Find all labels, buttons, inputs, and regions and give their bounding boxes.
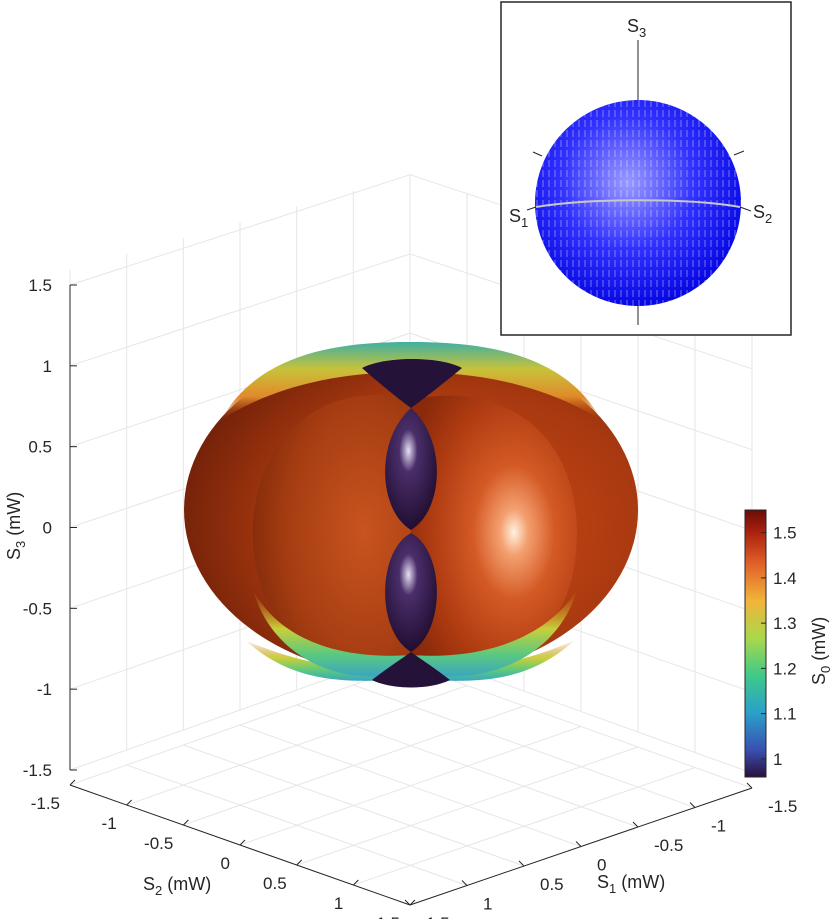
- inset-panel: S3 S1 S2: [500, 1, 792, 336]
- z-tick-label: 1: [43, 357, 52, 376]
- s2-tick-mark: [352, 879, 359, 886]
- inner-bottom-band: [253, 590, 577, 677]
- s2-tick-mark: [239, 839, 246, 846]
- inset-s1-tick: [532, 151, 543, 157]
- bottom-neck: [372, 652, 450, 688]
- s1-tick-label: -1.5: [768, 797, 797, 816]
- inset-label-s2: S2: [753, 202, 772, 226]
- colorbar-tick-label: 1: [773, 750, 782, 769]
- inset-s1-axis: [526, 206, 537, 211]
- inset-label-s3: S3: [627, 16, 646, 40]
- s1-tick-mark: [575, 841, 582, 847]
- s1-tick-mark: [746, 782, 753, 789]
- s1-tick-label: 0.5: [540, 875, 564, 894]
- colorbar-tick-label: 1.3: [773, 614, 797, 633]
- inset-equator: [535, 199, 741, 208]
- colorbar-gradient: [744, 509, 767, 778]
- s2-tick-mark: [182, 819, 189, 826]
- outer-top-band: [221, 342, 601, 420]
- z-tick-label: 0.5: [28, 438, 52, 457]
- z-tick-label: -0.5: [23, 599, 52, 618]
- s1-tick-label: 0: [597, 856, 606, 875]
- s2-tick-mark: [69, 779, 76, 786]
- colorbar-ticks: 1 1.1 1.2 1.3 1.4 1.5: [761, 524, 797, 769]
- top-neck: [362, 359, 462, 408]
- z-tick-label: -1.5: [23, 761, 52, 780]
- z-tick-label: -1: [37, 680, 52, 699]
- colorbar-tick-label: 1.1: [773, 705, 797, 724]
- surface-plot: [184, 342, 638, 688]
- colorbar-tick-label: 1.2: [773, 659, 797, 678]
- inset-s2-axis: [739, 206, 752, 212]
- s1-tick-mark: [518, 860, 525, 867]
- colorbar-label: S0 (mW): [809, 617, 833, 685]
- s1-tick-mark: [461, 880, 468, 886]
- inset-label-s1: S1: [509, 206, 528, 230]
- inner-right-face: [411, 395, 578, 669]
- s1-tick-mark: [689, 802, 696, 808]
- s1-axis-ticks: 1.5 1 0.5 0 -0.5 -1 -1.5: [404, 782, 797, 919]
- colorbar: 1 1.1 1.2 1.3 1.4 1.5 S0 (mW): [744, 509, 833, 778]
- upper-lobe: [385, 408, 437, 530]
- inner-left-face: [252, 395, 411, 668]
- s2-tick-mark: [126, 799, 133, 806]
- s1-tick-label: -1: [711, 817, 726, 836]
- colorbar-tick-label: 1.5: [773, 524, 797, 543]
- inset-s2-tick: [733, 150, 745, 156]
- s2-tick-mark: [296, 859, 303, 866]
- s2-axis-label: S2 (mW): [143, 874, 211, 898]
- s2-tick-label: 1: [334, 894, 343, 913]
- s1-tick-label: 1: [483, 895, 492, 914]
- s2-tick-label: -1.5: [31, 794, 60, 813]
- s1-tick-mark: [404, 899, 411, 906]
- s2-tick-label: -1: [102, 814, 117, 833]
- s1-tick-label: -0.5: [654, 836, 683, 855]
- z-tick-label: 1.5: [28, 276, 52, 295]
- s1-tick-label: 1.5: [426, 914, 450, 919]
- s2-tick-mark: [409, 899, 416, 906]
- s2-axis-ticks: -1.5 -1 -0.5 0 0.5 1 1.5: [31, 779, 416, 919]
- z-tick-label: 0: [43, 519, 52, 538]
- s2-tick-label: 0.5: [263, 874, 287, 893]
- s2-tick-label: 0: [221, 854, 230, 873]
- lower-lobe: [385, 533, 437, 652]
- z-axis-ticks: -1.5 -1 -0.5 0 0.5 1 1.5: [23, 276, 77, 780]
- colorbar-tick-label: 1.4: [773, 569, 797, 588]
- z-axis-label: S3 (mW): [4, 492, 28, 560]
- s2-tick-label: 1.5: [376, 914, 400, 919]
- s2-tick-label: -0.5: [144, 834, 173, 853]
- s1-tick-mark: [632, 821, 639, 828]
- s1-axis-label: S1 (mW): [597, 872, 665, 896]
